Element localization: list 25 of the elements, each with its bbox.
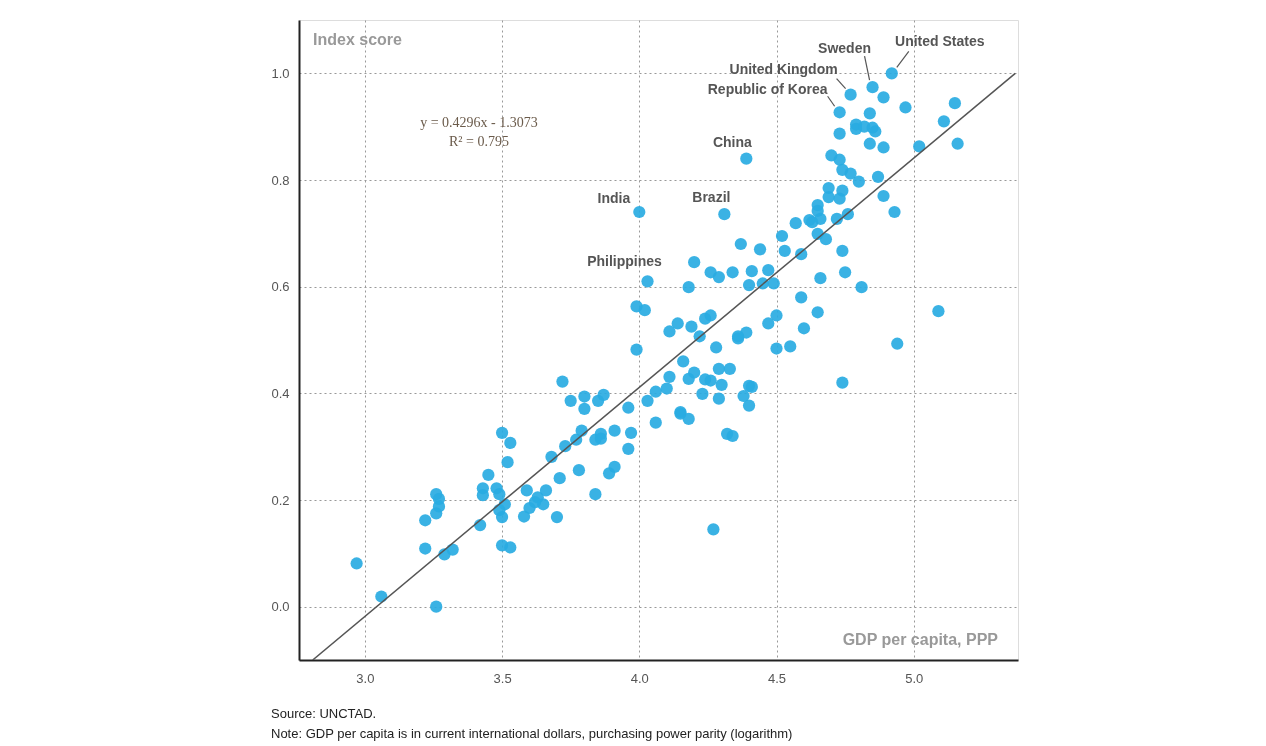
annotation: India bbox=[597, 190, 631, 206]
x-axis-title: GDP per capita, PPP bbox=[842, 631, 999, 648]
annotation: y = 0.4296x - 1.3073 bbox=[420, 115, 538, 130]
annotation: Sweden bbox=[818, 40, 872, 57]
y-tick-label: 0.8 bbox=[271, 172, 290, 188]
y-tick-label: 1.0 bbox=[271, 65, 290, 81]
annotation: Republic of Korea bbox=[707, 81, 828, 98]
annotation: R² = 0.795 bbox=[449, 134, 509, 149]
source-note: Source: UNCTAD. bbox=[271, 706, 377, 721]
y-tick-label: 0.0 bbox=[271, 599, 290, 615]
x-tick-label: 5.0 bbox=[905, 670, 924, 686]
annotation: China bbox=[712, 133, 752, 150]
annotation: United States bbox=[895, 33, 985, 50]
x-tick-label: 4.0 bbox=[630, 670, 649, 686]
x-tick-label: 3.0 bbox=[356, 670, 375, 686]
y-axis-title: Index score bbox=[313, 31, 403, 48]
text: Note: GDP per capita is in current international dollars, purchasing power parity (logarithm) bbox=[271, 726, 793, 741]
x-tick-label: 4.5 bbox=[767, 670, 787, 686]
x-tick-label: 3.5 bbox=[493, 670, 512, 686]
y-tick-label: 0.4 bbox=[271, 385, 290, 401]
y-tick-label: 0.6 bbox=[271, 279, 290, 295]
y-tick-label: 0.2 bbox=[271, 492, 290, 508]
annotation: Philippines bbox=[587, 253, 663, 270]
annotation: Brazil bbox=[692, 189, 731, 206]
annotation: United Kingdom bbox=[729, 60, 838, 77]
